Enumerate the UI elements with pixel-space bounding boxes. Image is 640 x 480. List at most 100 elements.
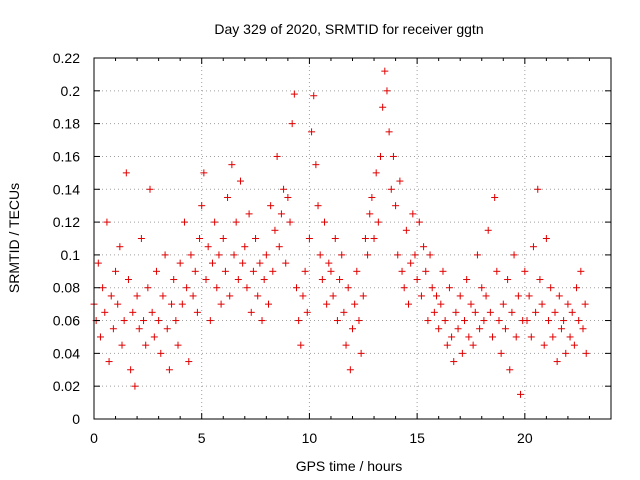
data-point: [357, 349, 365, 357]
x-tick-label: 20: [517, 430, 533, 446]
data-point: [575, 317, 583, 325]
data-point: [377, 152, 385, 160]
data-point: [137, 235, 145, 242]
data-point: [152, 267, 160, 275]
data-point: [525, 292, 533, 300]
data-point: [566, 333, 574, 341]
data-point: [196, 235, 204, 242]
data-point: [204, 243, 212, 251]
data-point: [482, 292, 490, 300]
data-point: [217, 300, 225, 308]
data-point: [368, 193, 376, 201]
y-tick-label: 0.2: [61, 83, 81, 99]
data-point: [504, 276, 512, 284]
data-point: [465, 333, 473, 341]
data-point: [510, 251, 518, 259]
data-point: [495, 317, 503, 325]
data-point: [478, 284, 486, 292]
data-point: [224, 193, 232, 201]
data-point: [443, 341, 451, 349]
data-point: [577, 267, 585, 275]
data-point: [342, 341, 350, 349]
data-point: [273, 152, 281, 160]
data-point: [497, 349, 505, 357]
data-point: [310, 92, 318, 100]
data-point: [144, 284, 152, 292]
data-point: [267, 202, 275, 210]
data-point: [124, 276, 132, 284]
data-point: [109, 325, 117, 333]
data-point: [239, 259, 247, 267]
data-point: [411, 251, 419, 259]
data-point: [202, 276, 210, 284]
data-point: [439, 267, 447, 275]
data-point: [245, 210, 253, 218]
data-point: [226, 292, 234, 300]
y-tick-label: 0.08: [53, 280, 80, 296]
data-point: [547, 284, 555, 292]
data-point: [568, 308, 576, 316]
y-tick-label: 0.04: [53, 345, 80, 361]
data-point: [527, 333, 535, 341]
data-point: [213, 284, 221, 292]
data-point: [553, 358, 561, 366]
data-point: [230, 251, 238, 259]
x-tick-labels: 0 5 10 15 20: [90, 430, 533, 446]
data-point: [159, 292, 167, 300]
data-point: [582, 349, 590, 357]
data-point: [374, 218, 382, 226]
data-point: [508, 308, 516, 316]
data-point: [340, 308, 348, 316]
data-point: [441, 317, 449, 325]
data-point: [122, 169, 130, 177]
data-point: [280, 185, 288, 193]
data-point: [456, 292, 464, 300]
data-point: [555, 292, 563, 300]
data-point: [142, 341, 150, 349]
data-point: [127, 366, 135, 374]
data-point: [299, 292, 307, 300]
data-point: [364, 251, 372, 259]
data-point: [383, 87, 391, 95]
data-point: [338, 251, 346, 259]
data-point: [405, 300, 413, 308]
data-point: [176, 259, 184, 267]
data-point: [200, 169, 208, 177]
y-tick-label: 0: [72, 411, 80, 427]
data-point: [116, 243, 124, 251]
data-point: [101, 308, 109, 316]
data-point: [409, 210, 417, 218]
data-point: [232, 218, 240, 226]
data-point: [161, 251, 169, 259]
data-point: [211, 218, 219, 226]
data-point: [163, 325, 171, 333]
y-tick-label: 0.1: [61, 247, 81, 263]
data-point: [325, 259, 333, 267]
data-point: [316, 251, 324, 259]
data-point: [187, 251, 195, 259]
data-point: [256, 259, 264, 267]
data-point: [381, 67, 389, 75]
data-point: [353, 267, 361, 275]
data-point: [112, 267, 120, 275]
data-point: [131, 382, 139, 390]
data-point: [191, 267, 199, 275]
data-point: [185, 358, 193, 366]
data-point: [320, 218, 328, 226]
data-point: [308, 128, 316, 136]
data-point: [394, 251, 402, 259]
data-point: [361, 235, 369, 242]
data-point: [385, 128, 393, 136]
data-point: [215, 251, 223, 259]
data-point: [570, 341, 578, 349]
data-point: [551, 308, 559, 316]
data-point: [349, 325, 356, 333]
data-point: [198, 202, 206, 210]
data-point: [400, 284, 408, 292]
data-point: [534, 185, 542, 193]
data-point: [105, 358, 113, 366]
data-point: [249, 267, 257, 275]
x-tick-label: 15: [409, 430, 425, 446]
data-point: [529, 243, 537, 251]
